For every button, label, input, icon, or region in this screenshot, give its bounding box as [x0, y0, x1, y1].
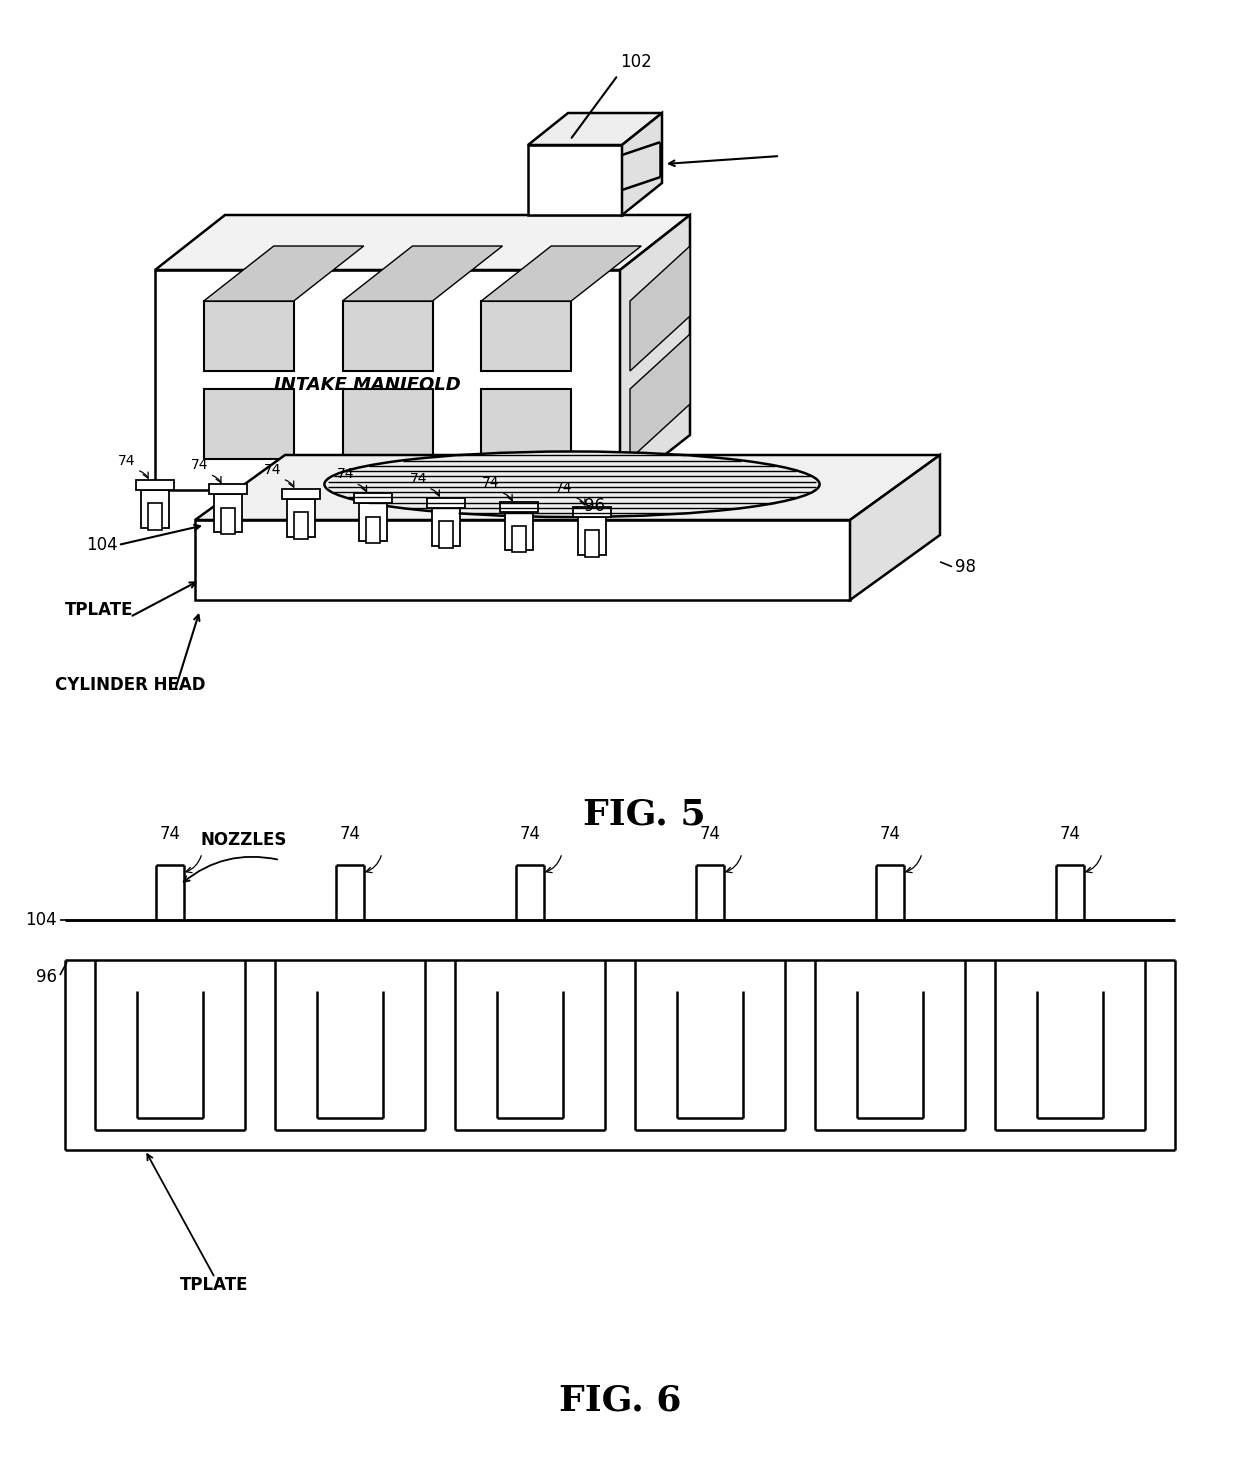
Text: 74: 74: [1059, 824, 1080, 844]
Text: 98: 98: [955, 559, 976, 577]
Polygon shape: [366, 516, 381, 543]
Polygon shape: [155, 270, 620, 490]
Text: 74: 74: [336, 468, 355, 481]
Text: 96: 96: [36, 968, 57, 986]
Polygon shape: [213, 494, 242, 533]
Text: 96: 96: [584, 497, 605, 515]
Polygon shape: [433, 508, 460, 546]
Polygon shape: [208, 484, 247, 494]
Polygon shape: [195, 519, 849, 600]
Text: 74: 74: [340, 824, 361, 844]
Polygon shape: [195, 455, 940, 519]
Polygon shape: [620, 216, 689, 490]
Text: 102: 102: [620, 53, 652, 70]
Text: 74: 74: [879, 824, 900, 844]
Polygon shape: [155, 216, 689, 270]
Polygon shape: [221, 508, 234, 534]
Polygon shape: [148, 503, 162, 530]
Polygon shape: [573, 506, 611, 516]
Polygon shape: [294, 512, 308, 538]
Ellipse shape: [325, 452, 820, 516]
Polygon shape: [360, 503, 387, 541]
Text: CYLINDER HEAD: CYLINDER HEAD: [55, 676, 206, 694]
Bar: [203, 389, 294, 459]
Polygon shape: [849, 455, 940, 600]
Text: TPLATE: TPLATE: [180, 1276, 248, 1294]
Polygon shape: [136, 480, 174, 490]
Bar: [342, 389, 433, 459]
Polygon shape: [500, 502, 538, 512]
Polygon shape: [481, 246, 641, 301]
Text: 104: 104: [25, 911, 57, 929]
Text: 74: 74: [409, 472, 427, 486]
Text: 74: 74: [264, 464, 281, 477]
Polygon shape: [355, 493, 392, 503]
Polygon shape: [281, 489, 320, 499]
Text: 74: 74: [191, 459, 208, 472]
Text: FIG. 6: FIG. 6: [559, 1383, 681, 1419]
Polygon shape: [622, 113, 662, 216]
Bar: [203, 301, 294, 371]
Text: FIG. 5: FIG. 5: [584, 797, 706, 832]
Polygon shape: [585, 530, 599, 557]
Text: 74: 74: [699, 824, 720, 844]
Bar: [481, 389, 572, 459]
Text: 74: 74: [482, 477, 500, 490]
Bar: [481, 301, 572, 371]
Polygon shape: [528, 113, 662, 145]
Text: 74: 74: [520, 824, 541, 844]
Polygon shape: [528, 145, 622, 216]
Polygon shape: [630, 334, 689, 459]
Text: 104: 104: [87, 535, 118, 555]
Polygon shape: [578, 516, 606, 555]
Bar: [342, 301, 433, 371]
Polygon shape: [203, 246, 363, 301]
Polygon shape: [505, 512, 533, 550]
Text: 74: 74: [160, 824, 181, 844]
Polygon shape: [512, 525, 526, 553]
Polygon shape: [286, 499, 315, 537]
Polygon shape: [428, 497, 465, 508]
Text: TPLATE: TPLATE: [64, 601, 134, 619]
Polygon shape: [439, 521, 453, 547]
Polygon shape: [630, 246, 689, 371]
Text: INTAKE MANIFOLD: INTAKE MANIFOLD: [274, 376, 461, 395]
Polygon shape: [342, 246, 502, 301]
Text: 74: 74: [556, 481, 573, 494]
Text: NOZZLES: NOZZLES: [200, 830, 286, 849]
Text: 74: 74: [118, 453, 135, 468]
Polygon shape: [141, 490, 169, 528]
